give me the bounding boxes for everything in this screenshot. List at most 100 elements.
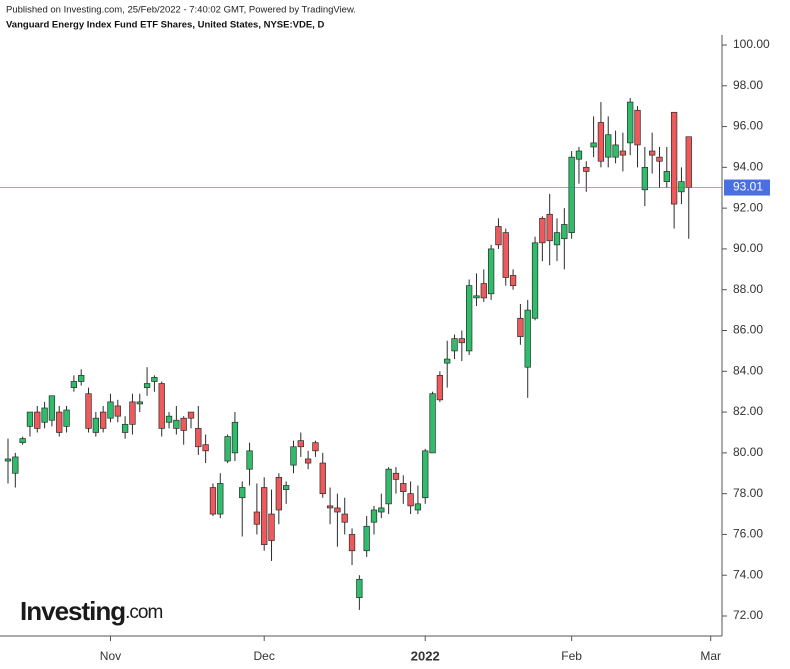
candle-body	[612, 144, 619, 158]
candle-body	[458, 338, 465, 344]
candle-body	[56, 411, 63, 433]
candle-body	[597, 122, 605, 162]
candle-body	[634, 109, 641, 146]
published-note: Published on Investing.com, 25/Feb/2022 …	[6, 5, 356, 16]
logo-brand: Investing	[20, 596, 125, 626]
y-tick-label: 100.00	[733, 37, 770, 51]
candle-body	[283, 485, 290, 490]
last-price-tag	[724, 179, 770, 196]
candle-body	[165, 415, 173, 423]
candle-body	[341, 513, 348, 523]
candle-body	[326, 505, 334, 509]
candle-body	[356, 578, 363, 599]
candle-body	[509, 275, 517, 286]
candle-body	[348, 534, 356, 552]
candle-body	[246, 450, 253, 470]
candle-body	[678, 181, 685, 193]
candle-body	[231, 421, 239, 454]
candle-body	[656, 156, 663, 162]
candle-body	[590, 142, 597, 148]
candle-body	[619, 150, 627, 156]
x-tick-label: Dec	[254, 649, 275, 663]
candle-body	[85, 393, 92, 429]
x-tick-label: 2022	[411, 648, 440, 663]
candle-body	[34, 411, 41, 429]
candle-body	[487, 248, 495, 295]
candle-body	[290, 446, 297, 466]
candle-body	[583, 167, 590, 172]
candle-body	[429, 393, 436, 454]
candle-body	[4, 458, 12, 462]
candle-body	[304, 458, 312, 464]
candle-body	[107, 401, 114, 419]
candle-body	[63, 409, 70, 427]
candle-body	[400, 483, 407, 492]
candle-body	[392, 472, 400, 480]
y-tick-label: 74.00	[733, 567, 763, 581]
y-tick-label: 90.00	[733, 241, 763, 255]
candle-body	[436, 375, 444, 401]
candle-body	[41, 407, 48, 423]
candle-body	[414, 503, 422, 511]
candle-body	[502, 232, 509, 278]
logo-domain: .com	[125, 602, 162, 623]
y-tick-label: 86.00	[733, 323, 763, 337]
candle-body	[143, 383, 151, 388]
logo: Investing.com	[20, 596, 162, 626]
y-tick-label: 98.00	[733, 78, 763, 92]
candle-body	[480, 283, 487, 299]
candle-body	[261, 487, 268, 545]
x-tick-label: Feb	[561, 649, 582, 663]
candle-body	[173, 419, 180, 429]
candle-body	[524, 309, 531, 368]
candle-body	[268, 513, 275, 541]
chart-subtitle: Vanguard Energy Index Fund ETF Shares, U…	[6, 20, 324, 31]
candle-body	[253, 511, 261, 525]
candle-body	[663, 171, 670, 182]
candle-body	[546, 213, 553, 242]
candle-body	[12, 456, 19, 474]
candle-body	[48, 395, 56, 421]
candle-body	[224, 436, 231, 462]
candle-body	[378, 507, 385, 513]
candle-body	[605, 134, 612, 158]
candle-body	[451, 338, 458, 352]
candle-body	[539, 217, 546, 244]
candle-body	[275, 476, 282, 511]
y-tick-label: 96.00	[733, 119, 763, 133]
y-tick-label: 88.00	[733, 282, 763, 296]
candle-body	[531, 242, 539, 319]
candle-body	[575, 150, 583, 160]
candle-body	[517, 317, 524, 337]
candle-body	[217, 483, 224, 515]
y-tick-label: 76.00	[733, 527, 763, 541]
candle-body	[209, 487, 217, 515]
y-tick-label: 92.00	[733, 200, 763, 214]
candle-body	[129, 401, 136, 425]
candle-body	[187, 411, 195, 419]
candle-body	[70, 381, 78, 388]
candle-body	[121, 423, 129, 433]
candle-body	[385, 468, 392, 505]
candle-body	[641, 167, 648, 191]
candle-body	[100, 411, 107, 429]
candle-body	[553, 232, 561, 246]
candle-body	[334, 507, 341, 513]
candle-body	[407, 493, 414, 507]
candle-body	[473, 295, 480, 299]
candle-body	[444, 358, 451, 364]
candle-body	[370, 509, 378, 523]
y-tick-label: 82.00	[733, 404, 763, 418]
candle-body	[685, 136, 692, 188]
candle-body	[670, 111, 678, 205]
candle-body	[195, 428, 202, 448]
candle-body	[180, 417, 187, 431]
candle-body	[202, 444, 209, 452]
candle-body	[363, 525, 370, 552]
candle-body	[422, 450, 429, 499]
candle-body	[92, 417, 99, 433]
candle-body	[297, 440, 304, 448]
y-tick-label: 72.00	[733, 608, 763, 622]
x-tick-label: Nov	[100, 649, 121, 663]
